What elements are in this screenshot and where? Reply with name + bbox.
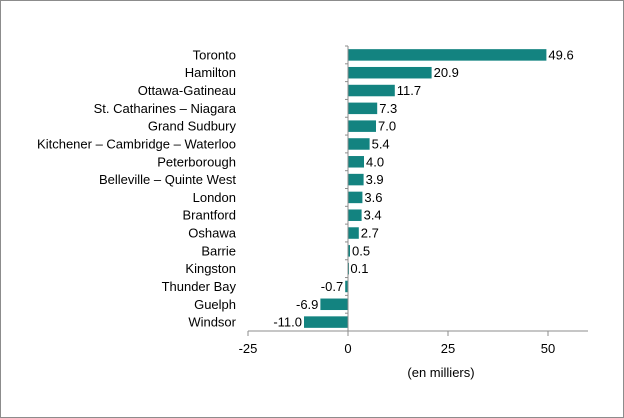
value-label-ottawa-gatineau: 11.7	[397, 83, 421, 98]
bar-kitchener-cambridge-waterloo	[348, 138, 370, 150]
value-label-belleville-quinte-west: 3.9	[366, 172, 384, 187]
x-tick-label: 0	[344, 341, 351, 356]
category-label-grand-sudbury: Grand Sudbury	[148, 119, 237, 134]
category-label-kitchener-cambridge-waterloo: Kitchener – Cambridge – Waterloo	[37, 136, 236, 151]
bar-brantford	[348, 209, 362, 221]
value-label-kitchener-cambridge-waterloo: 5.4	[372, 136, 390, 151]
category-label-st-catharines-niagara: St. Catharines – Niagara	[94, 101, 237, 116]
bar-london	[348, 191, 363, 204]
value-label-oshawa: 2.7	[361, 226, 379, 241]
category-label-ottawa-gatineau: Ottawa-Gatineau	[138, 83, 236, 98]
category-label-toronto: Toronto	[193, 47, 236, 62]
bar-guelph	[320, 298, 348, 311]
axes-group: -25 0 25 50 (en milliers)	[239, 45, 588, 380]
x-tick-label: 25	[441, 341, 455, 356]
value-label-toronto: 49.6	[548, 47, 573, 62]
category-label-peterborough: Peterborough	[157, 154, 236, 169]
category-label-london: London	[193, 190, 236, 205]
category-label-windsor: Windsor	[188, 315, 236, 330]
category-label-thunder-bay: Thunder Bay	[162, 279, 237, 294]
value-label-grand-sudbury: 7.0	[378, 119, 396, 134]
bar-windsor	[304, 316, 348, 328]
value-label-peterborough: 4.0	[366, 154, 384, 169]
labels-group: Toronto 49.6 Hamilton 20.9 Ottawa-Gatineau 11…	[37, 47, 574, 329]
bar-belleville-quinte-west	[348, 173, 364, 186]
bar-st-catharines-niagara	[348, 102, 378, 115]
bar-grand-sudbury	[348, 120, 376, 132]
bars-group	[304, 49, 547, 328]
category-label-hamilton: Hamilton	[185, 65, 236, 80]
bar-ottawa-gatineau	[348, 84, 395, 97]
value-label-london: 3.6	[364, 190, 382, 205]
x-axis-title: (en milliers)	[407, 365, 474, 380]
bar-hamilton	[348, 66, 432, 79]
value-label-guelph: -6.9	[296, 297, 318, 312]
x-tick-label: -25	[239, 341, 258, 356]
bar-barrie	[348, 245, 350, 257]
bar-thunder-bay	[345, 280, 348, 293]
value-label-st-catharines-niagara: 7.3	[379, 101, 397, 116]
category-label-oshawa: Oshawa	[188, 226, 236, 241]
value-label-barrie: 0.5	[352, 243, 370, 258]
value-label-kingston: 0.1	[350, 261, 368, 276]
bar-toronto	[348, 49, 547, 61]
category-label-barrie: Barrie	[201, 243, 236, 258]
value-label-hamilton: 20.9	[434, 65, 459, 80]
category-label-kingston: Kingston	[185, 261, 236, 276]
category-label-brantford: Brantford	[183, 208, 236, 223]
bar-peterborough	[348, 156, 364, 168]
category-label-guelph: Guelph	[194, 297, 236, 312]
value-label-thunder-bay: -0.7	[321, 279, 343, 294]
bar-oshawa	[348, 227, 359, 239]
x-tick-label: 50	[541, 341, 555, 356]
value-label-brantford: 3.4	[364, 208, 382, 223]
value-label-windsor: -11.0	[273, 315, 302, 330]
category-label-belleville-quinte-west: Belleville – Quinte West	[99, 172, 236, 187]
